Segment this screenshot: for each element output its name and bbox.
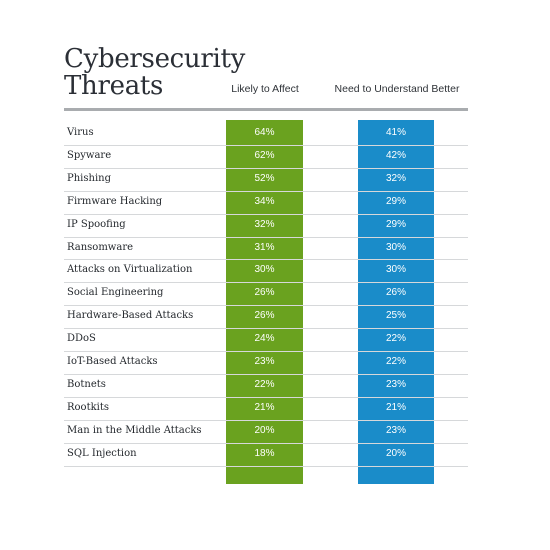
row-divider <box>64 144 468 146</box>
need-to-understand-better-value: 20% <box>385 447 406 459</box>
likely-to-affect-value: 52% <box>254 172 275 184</box>
row-divider <box>64 259 468 261</box>
likely-to-affect-value: 32% <box>254 218 275 230</box>
chart-title-line-2: Threats <box>64 71 164 101</box>
row-divider <box>64 305 468 307</box>
need-to-understand-better-value: 29% <box>385 195 406 207</box>
row-label: Botnets <box>67 378 106 390</box>
row-divider <box>64 167 468 169</box>
need-to-understand-better-value: 23% <box>385 424 406 436</box>
likely-to-affect-value: 23% <box>254 356 275 367</box>
likely-to-affect-value: 18% <box>254 447 275 459</box>
row-divider <box>64 465 468 467</box>
row-label: Spyware <box>67 149 112 161</box>
likely-to-affect-value: 64% <box>254 127 275 138</box>
row-divider <box>64 236 468 238</box>
chart-title-line-1: Cybersecurity <box>64 44 246 74</box>
likely-to-affect-value: 20% <box>254 424 275 436</box>
row-divider <box>64 442 468 444</box>
likely-to-affect-column-bar <box>226 120 303 484</box>
need-to-understand-better-value: 21% <box>385 401 406 413</box>
row-label: Virus <box>67 127 94 138</box>
row-label: Ransomware <box>67 241 134 253</box>
need-to-understand-better-value: 41% <box>385 127 406 138</box>
header-rule <box>64 108 468 111</box>
row-divider <box>64 213 468 215</box>
column-header-likely-to-affect: Likely to Affect <box>231 83 299 95</box>
row-divider <box>64 419 468 421</box>
row-divider <box>64 373 468 375</box>
row-divider <box>64 351 468 352</box>
need-to-understand-better-value: 22% <box>385 356 406 367</box>
row-label: Hardware-Based Attacks <box>67 310 194 322</box>
row-label: IoT-Based Attacks <box>67 356 158 367</box>
row-divider <box>64 396 468 398</box>
row-label: Rootkits <box>67 401 109 413</box>
row-label: Man in the Middle Attacks <box>67 424 202 436</box>
likely-to-affect-value: 22% <box>254 378 275 390</box>
likely-to-affect-value: 31% <box>254 241 275 253</box>
likely-to-affect-value: 62% <box>254 149 275 161</box>
need-to-understand-better-value: 32% <box>385 172 406 184</box>
need-to-understand-better-value: 29% <box>385 218 406 230</box>
likely-to-affect-value: 24% <box>254 333 275 345</box>
likely-to-affect-value: 30% <box>254 264 275 276</box>
need-to-understand-better-value: 26% <box>385 287 406 299</box>
row-label: Social Engineering <box>67 287 164 299</box>
row-label: Firmware Hacking <box>67 195 163 207</box>
need-to-understand-better-value: 42% <box>385 149 406 161</box>
row-label: DDoS <box>67 333 96 345</box>
row-label: Attacks on Virtualization <box>67 264 193 276</box>
likely-to-affect-value: 34% <box>254 195 275 207</box>
row-label: IP Spoofing <box>67 218 126 230</box>
likely-to-affect-value: 26% <box>254 287 275 299</box>
row-label: SQL Injection <box>67 447 137 459</box>
likely-to-affect-value: 26% <box>254 310 275 322</box>
need-to-understand-better-value: 25% <box>385 310 406 322</box>
need-to-understand-better-value: 23% <box>385 378 406 390</box>
need-to-understand-better-value: 30% <box>385 264 406 276</box>
row-divider <box>64 328 468 330</box>
need-to-understand-better-column-bar <box>358 120 434 484</box>
column-header-need-to-understand-better: Need to Understand Better <box>334 83 460 95</box>
likely-to-affect-value: 21% <box>254 401 275 413</box>
row-label: Phishing <box>67 172 111 184</box>
row-divider <box>64 282 468 284</box>
need-to-understand-better-value: 30% <box>385 241 406 253</box>
need-to-understand-better-value: 22% <box>385 333 406 345</box>
chart-title: Cybersecurity Threats <box>64 44 246 101</box>
row-divider <box>64 190 468 192</box>
